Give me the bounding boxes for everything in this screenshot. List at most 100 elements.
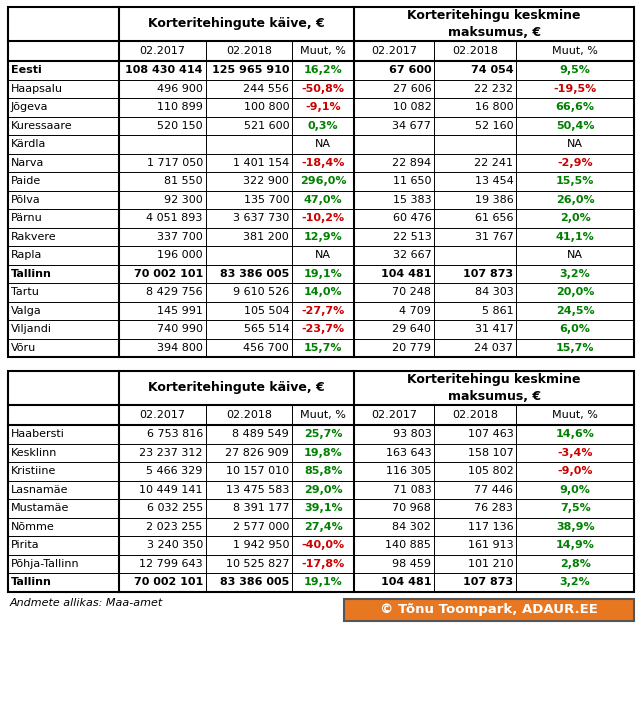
Text: 740 990: 740 990	[157, 324, 203, 334]
Text: 2 023 255: 2 023 255	[146, 522, 203, 531]
Text: 92 300: 92 300	[164, 194, 203, 205]
Text: 2 577 000: 2 577 000	[233, 522, 289, 531]
Text: 13 454: 13 454	[474, 176, 514, 187]
Text: 84 302: 84 302	[392, 522, 431, 531]
Text: 34 677: 34 677	[392, 121, 431, 131]
Text: 5 861: 5 861	[482, 306, 514, 316]
Text: 105 504: 105 504	[243, 306, 289, 316]
Text: 9,0%: 9,0%	[560, 484, 591, 495]
Text: Paide: Paide	[11, 176, 41, 187]
Text: 10 525 827: 10 525 827	[226, 559, 289, 569]
Text: Põlva: Põlva	[11, 194, 40, 205]
Text: Võru: Võru	[11, 343, 36, 353]
Text: 4 051 893: 4 051 893	[146, 213, 203, 223]
Text: 02.2017: 02.2017	[371, 46, 417, 56]
Text: 19,1%: 19,1%	[304, 577, 343, 587]
Text: 140 885: 140 885	[385, 540, 431, 550]
Text: Korteritehingute käive, €: Korteritehingute käive, €	[148, 17, 325, 30]
Text: Valga: Valga	[11, 306, 42, 316]
Text: 520 150: 520 150	[157, 121, 203, 131]
Text: 70 002 101: 70 002 101	[134, 577, 203, 587]
Text: Kärdla: Kärdla	[11, 140, 46, 149]
Text: 15,7%: 15,7%	[556, 343, 594, 353]
Text: Eesti: Eesti	[11, 65, 42, 75]
Text: NA: NA	[315, 250, 331, 260]
Text: Muut, %: Muut, %	[300, 46, 346, 56]
Text: 394 800: 394 800	[157, 343, 203, 353]
Text: 107 873: 107 873	[463, 577, 514, 587]
Text: 83 386 005: 83 386 005	[220, 269, 289, 279]
Text: 98 459: 98 459	[392, 559, 431, 569]
Text: 31 417: 31 417	[474, 324, 514, 334]
Text: 108 430 414: 108 430 414	[125, 65, 203, 75]
Text: NA: NA	[315, 140, 331, 149]
Text: -9,1%: -9,1%	[306, 102, 341, 112]
Text: 66,6%: 66,6%	[556, 102, 594, 112]
Bar	[344, 599, 634, 620]
Text: 135 700: 135 700	[243, 194, 289, 205]
Text: 456 700: 456 700	[243, 343, 289, 353]
Text: 74 054: 74 054	[471, 65, 514, 75]
Text: 27,4%: 27,4%	[304, 522, 343, 531]
Text: Haabersti: Haabersti	[11, 429, 65, 440]
Text: 496 900: 496 900	[157, 84, 203, 94]
Text: 5 466 329: 5 466 329	[146, 466, 203, 476]
Text: 6 032 255: 6 032 255	[146, 503, 203, 513]
Text: 15,7%: 15,7%	[304, 343, 342, 353]
Text: 84 303: 84 303	[474, 287, 514, 297]
Text: 19,1%: 19,1%	[304, 269, 343, 279]
Text: 70 002 101: 70 002 101	[134, 269, 203, 279]
Text: NA: NA	[567, 250, 583, 260]
Text: 67 600: 67 600	[388, 65, 431, 75]
Text: Nõmme: Nõmme	[11, 522, 55, 531]
Text: 85,8%: 85,8%	[304, 466, 342, 476]
Text: 24,5%: 24,5%	[556, 306, 594, 316]
Text: 158 107: 158 107	[467, 448, 514, 458]
Text: 10 157 010: 10 157 010	[226, 466, 289, 476]
Text: 70 968: 70 968	[392, 503, 431, 513]
Text: 23 237 312: 23 237 312	[139, 448, 203, 458]
Text: 60 476: 60 476	[392, 213, 431, 223]
Text: 71 083: 71 083	[392, 484, 431, 495]
Text: 6,0%: 6,0%	[560, 324, 591, 334]
Text: 27 826 909: 27 826 909	[225, 448, 289, 458]
Text: 41,1%: 41,1%	[556, 232, 594, 241]
Text: 14,6%: 14,6%	[556, 429, 594, 440]
Text: 14,0%: 14,0%	[304, 287, 342, 297]
Text: Kesklinn: Kesklinn	[11, 448, 57, 458]
Text: 0,3%: 0,3%	[308, 121, 338, 131]
Text: 02.2018: 02.2018	[453, 410, 498, 420]
Text: Tallinn: Tallinn	[11, 577, 52, 587]
Text: 565 514: 565 514	[243, 324, 289, 334]
Text: 104 481: 104 481	[381, 269, 431, 279]
Text: 02.2018: 02.2018	[226, 410, 272, 420]
Text: 20,0%: 20,0%	[556, 287, 594, 297]
Text: 22 894: 22 894	[392, 158, 431, 168]
Text: 12,9%: 12,9%	[304, 232, 343, 241]
Text: 50,4%: 50,4%	[556, 121, 594, 131]
Text: 10 449 141: 10 449 141	[139, 484, 203, 495]
Text: 381 200: 381 200	[243, 232, 289, 241]
Text: Mustamäe: Mustamäe	[11, 503, 69, 513]
Text: 16,2%: 16,2%	[304, 65, 343, 75]
Text: Põhja-Tallinn: Põhja-Tallinn	[11, 559, 80, 569]
Text: Kuressaare: Kuressaare	[11, 121, 73, 131]
Text: 7,5%: 7,5%	[560, 503, 591, 513]
Text: Muut, %: Muut, %	[552, 410, 598, 420]
Text: 22 513: 22 513	[392, 232, 431, 241]
Text: -40,0%: -40,0%	[302, 540, 345, 550]
Text: 9 610 526: 9 610 526	[233, 287, 289, 297]
Text: 29 640: 29 640	[392, 324, 431, 334]
Text: -23,7%: -23,7%	[302, 324, 345, 334]
Text: Pirita: Pirita	[11, 540, 40, 550]
Text: 145 991: 145 991	[157, 306, 203, 316]
Text: 3,2%: 3,2%	[560, 577, 591, 587]
Text: 26,0%: 26,0%	[556, 194, 594, 205]
Text: Rakvere: Rakvere	[11, 232, 56, 241]
Text: 244 556: 244 556	[243, 84, 289, 94]
Text: -19,5%: -19,5%	[553, 84, 597, 94]
Text: 38,9%: 38,9%	[556, 522, 594, 531]
Text: -2,9%: -2,9%	[557, 158, 593, 168]
Text: 20 779: 20 779	[392, 343, 431, 353]
Text: Viljandi: Viljandi	[11, 324, 52, 334]
